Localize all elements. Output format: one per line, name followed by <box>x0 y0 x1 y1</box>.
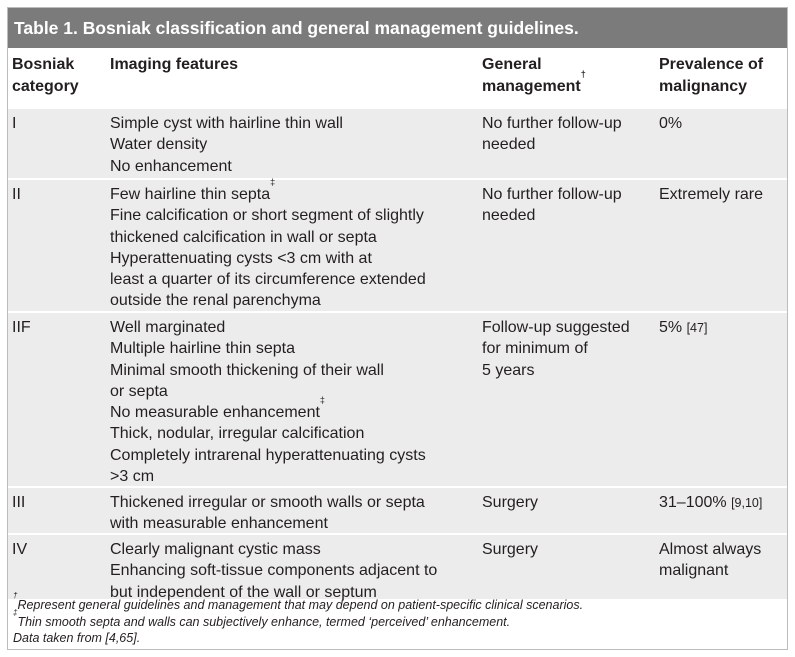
feature-line: Enhancing soft-tissue components adjacen… <box>110 562 438 580</box>
row-category: II <box>12 186 21 203</box>
footnote-dagger: †Represent general guidelines and manage… <box>13 592 783 614</box>
row-prevalence: 0% <box>659 115 683 132</box>
feature-line: Simple cyst with hairline thin wall <box>110 115 343 132</box>
header-category: Bosniak category <box>12 54 79 98</box>
row-features: Clearly malignant cystic mass Enhancing … <box>110 539 437 603</box>
table-row-4: III Thickened irregular or smooth walls … <box>8 488 787 533</box>
header-features-label: Imaging features <box>110 56 239 73</box>
management-line: needed <box>482 207 536 225</box>
table-header-row: Bosniak category Imaging features Genera… <box>8 48 787 109</box>
prevalence-line: malignant <box>659 562 729 580</box>
feature-line: Completely intrarenal hyperattenuating c… <box>110 446 426 464</box>
table-row-1: I Simple cyst with hairline thin wall Wa… <box>8 109 787 178</box>
citation-ref: [4,65] <box>105 631 137 645</box>
feature-line: Water density <box>110 136 208 154</box>
footnote-source: Data taken from [4,65]. <box>13 630 783 647</box>
row-management: Surgery <box>482 492 538 513</box>
management-line: No further follow-up <box>482 186 622 203</box>
feature-text: Few hairline thin septa <box>110 186 271 203</box>
row-divider <box>8 178 787 180</box>
header-category-line1: Bosniak <box>12 56 75 73</box>
management-line: Surgery <box>482 494 539 511</box>
feature-line: Few hairline thin septa‡ <box>110 178 426 205</box>
dagger-mark: † <box>580 69 586 79</box>
feature-line: Fine calcification or short segment of s… <box>110 207 424 225</box>
row-features: Thickened irregular or smooth walls or s… <box>110 492 425 535</box>
table-row-3: IIF Well marginated Multiple hairline th… <box>8 313 787 486</box>
table-figure: Table 1. Bosniak classification and gene… <box>7 7 788 650</box>
feature-line: >3 cm <box>110 468 155 486</box>
row-management: Surgery <box>482 539 538 560</box>
row-management: No further follow-up needed <box>482 113 622 156</box>
row-features: Well marginated Multiple hairline thin s… <box>110 317 426 487</box>
prevalence-value: 31–100% <box>659 494 727 511</box>
feature-line: Well marginated <box>110 319 226 336</box>
header-prevalence-line2: malignancy <box>659 78 748 95</box>
double-dagger-mark: ‡ <box>13 607 18 617</box>
header-prevalence: Prevalence of malignancy <box>659 54 763 98</box>
feature-line: least a quarter of its circumference ext… <box>110 271 426 289</box>
row-management: No further follow-up needed <box>482 184 622 227</box>
header-management-line2: management† <box>482 70 586 98</box>
row-category: IIF <box>12 319 31 336</box>
feature-line: Thickened irregular or smooth walls or s… <box>110 494 425 511</box>
table-row-5: IV Clearly malignant cystic mass Enhanci… <box>8 535 787 601</box>
feature-line: No measurable enhancement‡ <box>110 396 426 423</box>
citation-ref: [9,10] <box>731 496 763 510</box>
row-management: Follow-up suggested for minimum of 5 yea… <box>482 317 630 381</box>
feature-line: Thick, nodular, irregular calcification <box>110 425 365 443</box>
prevalence-value: 5% <box>659 319 683 336</box>
citation-ref: [47] <box>686 321 708 335</box>
management-line: No further follow-up <box>482 115 622 132</box>
footnote-text: Thin smooth septa and walls can subjecti… <box>17 614 511 629</box>
double-dagger-mark: ‡ <box>270 177 276 187</box>
footnote-text: Represent general guidelines and managem… <box>17 598 584 612</box>
header-management-line1: General <box>482 56 542 73</box>
header-management: General management† <box>482 54 586 98</box>
management-line: 5 years <box>482 361 535 379</box>
feature-line: Hyperattenuating cysts <3 cm with at <box>110 249 372 267</box>
feature-line: or septa <box>110 382 168 400</box>
row-category: III <box>12 494 26 511</box>
feature-line: Minimal smooth thickening of their wall <box>110 361 384 379</box>
feature-line: Clearly malignant cystic mass <box>110 541 321 558</box>
table-title: Table 1. Bosniak classification and gene… <box>8 8 787 48</box>
source-suffix: . <box>136 631 141 645</box>
feature-text: No measurable enhancement <box>110 404 320 422</box>
double-dagger-mark: ‡ <box>319 395 325 406</box>
header-features: Imaging features <box>110 54 238 76</box>
feature-line: outside the renal parenchyma <box>110 292 321 310</box>
feature-line: No enhancement <box>110 157 232 175</box>
management-line: Surgery <box>482 541 539 558</box>
prevalence-line: Almost always <box>659 541 762 558</box>
source-prefix: Data taken from <box>13 631 106 645</box>
row-divider <box>8 311 787 313</box>
header-prevalence-line1: Prevalence of <box>659 56 764 73</box>
feature-line: thickened calcification in wall or septa <box>110 228 377 246</box>
row-divider <box>8 533 787 535</box>
row-category: I <box>12 115 17 132</box>
feature-line: with measurable enhancement <box>110 515 328 533</box>
feature-line: Multiple hairline thin septa <box>110 340 295 358</box>
header-category-line2: category <box>12 78 79 95</box>
row-prevalence: Extremely rare <box>659 186 764 203</box>
row-features: Simple cyst with hairline thin wall Wate… <box>110 113 343 177</box>
header-management-label: management <box>482 78 581 95</box>
management-line: for minimum of <box>482 340 588 358</box>
table-footnotes: †Represent general guidelines and manage… <box>13 592 783 647</box>
row-prevalence: 31–100% [9,10] <box>659 492 762 514</box>
management-line: Follow-up suggested <box>482 319 630 336</box>
dagger-mark: † <box>13 591 18 600</box>
row-category: IV <box>12 541 28 558</box>
row-prevalence: Almost always malignant <box>659 539 761 582</box>
feature-line: but independent of the wall or septum <box>110 583 377 601</box>
table-row-2: II Few hairline thin septa‡ Fine calcifi… <box>8 178 787 312</box>
row-divider <box>8 486 787 488</box>
footnote-double-dagger: ‡Thin smooth septa and walls can subject… <box>13 608 783 631</box>
row-prevalence: 5% [47] <box>659 317 707 339</box>
management-line: needed <box>482 136 536 154</box>
row-features: Few hairline thin septa‡ Fine calcificat… <box>110 178 426 312</box>
